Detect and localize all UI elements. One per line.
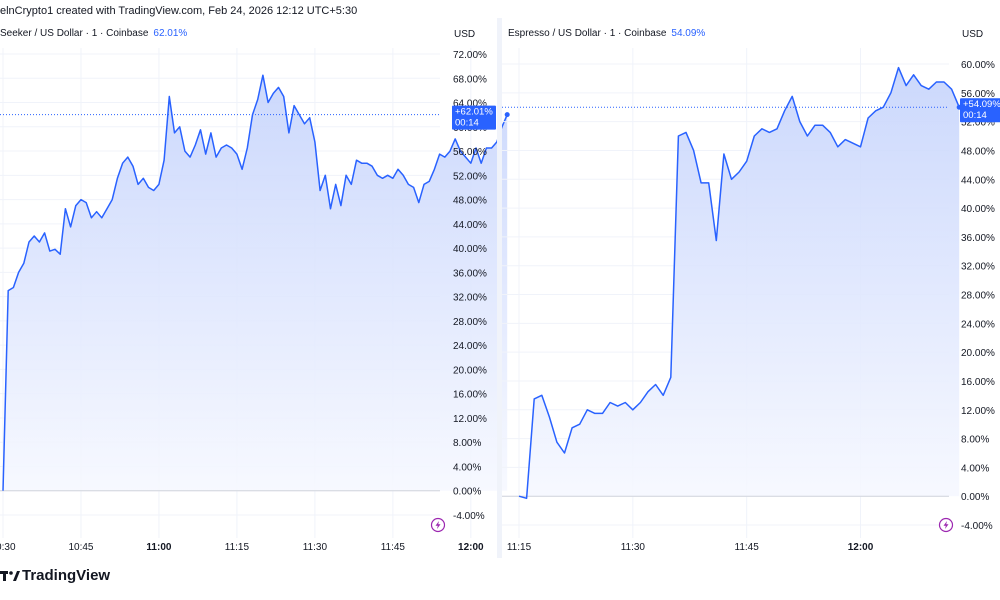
left-chart-panel[interactable]: 72.00%68.00%64.00%60.00%56.00%52.00%48.0… bbox=[0, 18, 510, 558]
y-tick-label: 24.00% bbox=[961, 319, 995, 330]
footer: TradingView bbox=[0, 566, 300, 592]
lightning-icon-bolt bbox=[435, 521, 441, 529]
y-tick-label: 4.00% bbox=[961, 463, 989, 474]
y-tick-label: 56.00% bbox=[453, 147, 487, 158]
lightning-icon-bolt bbox=[943, 521, 949, 529]
y-tick-label: 48.00% bbox=[961, 146, 995, 157]
right-chart-panel[interactable]: 60.00% 56.00% 52.00% 48.00% 44.00% 40.00% 36.0… bbox=[502, 18, 1000, 558]
y-tick-label: 32.00% bbox=[961, 262, 995, 273]
y-tick-label: 40.00% bbox=[453, 244, 487, 255]
y-tick-label: 12.00% bbox=[961, 406, 995, 417]
price-change: 62.01% bbox=[153, 28, 187, 39]
y-tick-label: 20.00% bbox=[453, 365, 487, 376]
price-badge-timer: 00:14 bbox=[963, 110, 987, 121]
espresso-chart-svg[interactable]: 60.00% 56.00% 52.00% 48.00% 44.00% 40.00% 36.0… bbox=[502, 18, 1000, 558]
y-tick-label: 32.00% bbox=[453, 293, 487, 304]
panel-divider[interactable] bbox=[497, 18, 502, 558]
price-area-fill bbox=[519, 67, 960, 499]
attribution-text: elnCrypto1 created with TradingView.com,… bbox=[0, 5, 358, 17]
x-tick-label: 11:45 bbox=[735, 542, 760, 553]
seeker-chart-svg[interactable]: 72.00%68.00%64.00%60.00%56.00%52.00%48.0… bbox=[0, 18, 510, 558]
price-badge bbox=[452, 105, 496, 130]
y-tick-label: 72.00% bbox=[453, 50, 487, 61]
y-tick-label: 4.00% bbox=[453, 462, 481, 473]
tradingview-logo-icon bbox=[0, 571, 20, 581]
y-tick-label: 64.00% bbox=[453, 99, 487, 110]
price-badge-timer: 00:14 bbox=[455, 118, 479, 129]
x-tick-label: 12:00 bbox=[458, 542, 484, 553]
x-tick-label: 12:00 bbox=[848, 542, 874, 553]
x-tick-label: 10:30 bbox=[0, 542, 16, 553]
y-tick-label: 44.00% bbox=[453, 220, 487, 231]
last-price-dot bbox=[504, 112, 510, 118]
symbol-name: Espresso / US Dollar · 1 · Coinbase bbox=[508, 28, 667, 39]
x-tick-label: 11:15 bbox=[507, 542, 532, 553]
y-tick-label: 60.00% bbox=[961, 60, 995, 71]
y-tick-label: 40.00% bbox=[961, 204, 995, 215]
price-badge-value: +54.09% bbox=[963, 99, 1000, 110]
currency-label: USD bbox=[454, 29, 475, 40]
y-tick-label: 36.00% bbox=[453, 268, 487, 279]
y-tick-label: 56.00% bbox=[961, 89, 995, 100]
symbol-name: Seeker / US Dollar · 1 · Coinbase bbox=[0, 28, 149, 39]
y-tick-label: -4.00% bbox=[961, 521, 993, 532]
y-tick-label: 12.00% bbox=[453, 414, 487, 425]
price-badge bbox=[960, 98, 1000, 123]
symbol-title: Seeker / US Dollar · 1 · Coinbase 62.01% bbox=[0, 28, 187, 39]
y-tick-label: 44.00% bbox=[961, 175, 995, 186]
y-tick-label: 20.00% bbox=[961, 348, 995, 359]
y-tick-label: 28.00% bbox=[453, 317, 487, 328]
y-tick-label: 48.00% bbox=[453, 196, 487, 207]
y-tick-label: 8.00% bbox=[961, 435, 989, 446]
y-tick-label: 52.00% bbox=[961, 118, 995, 129]
x-tick-label: 10:45 bbox=[68, 542, 93, 553]
y-tick-label: 52.00% bbox=[453, 171, 487, 182]
x-tick-label: 11:30 bbox=[621, 542, 646, 553]
x-tick-label: 11:45 bbox=[381, 542, 406, 553]
y-tick-label: -4.00% bbox=[453, 511, 485, 522]
price-badge-value: +62.01% bbox=[455, 107, 493, 118]
y-tick-label: 16.00% bbox=[961, 377, 995, 388]
symbol-title: Espresso / US Dollar · 1 · Coinbase 54.09… bbox=[508, 28, 705, 39]
x-tick-label: 11:15 bbox=[225, 542, 250, 553]
price-change: 54.09% bbox=[671, 28, 705, 39]
x-tick-label: 11:30 bbox=[303, 542, 328, 553]
price-area-fill bbox=[3, 75, 508, 491]
y-tick-label: 36.00% bbox=[961, 233, 995, 244]
y-tick-label: 16.00% bbox=[453, 390, 487, 401]
price-line bbox=[518, 66, 960, 500]
y-tick-label: 0.00% bbox=[961, 492, 989, 503]
y-tick-label: 28.00% bbox=[961, 291, 995, 302]
chart-header: elnCrypto1 created with TradingView.com,… bbox=[0, 0, 1000, 24]
y-tick-label: 8.00% bbox=[453, 438, 481, 449]
currency-label: USD bbox=[962, 29, 983, 40]
y-tick-label: 68.00% bbox=[453, 74, 487, 85]
price-line bbox=[2, 74, 508, 491]
y-tick-label: 0.00% bbox=[453, 487, 481, 498]
x-tick-label: 11:00 bbox=[146, 542, 171, 553]
y-tick-label: 24.00% bbox=[453, 341, 487, 352]
tradingview-brand[interactable]: TradingView bbox=[22, 567, 111, 584]
